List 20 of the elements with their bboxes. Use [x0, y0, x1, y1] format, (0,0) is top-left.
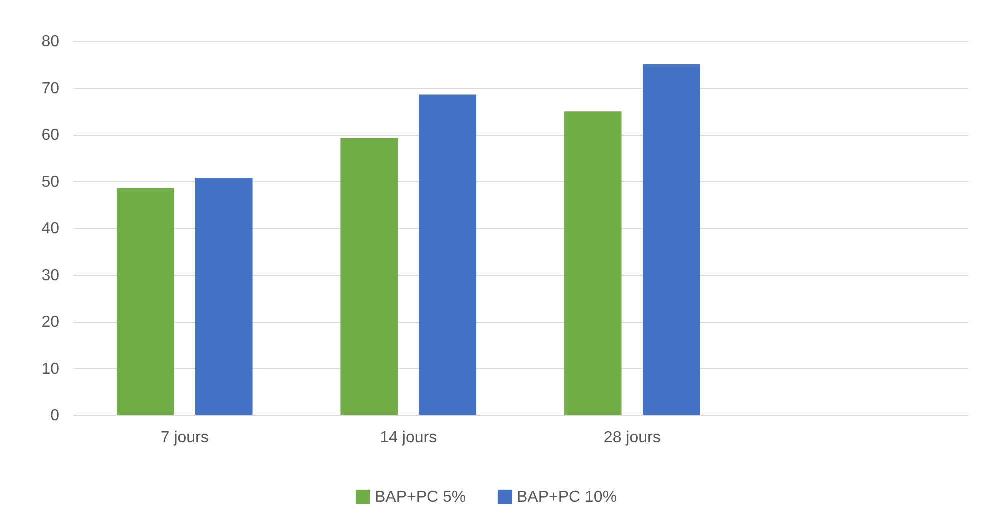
x-tick-label: 28 jours: [604, 430, 661, 446]
y-tick-label: 40: [42, 220, 60, 238]
bar: [419, 94, 477, 415]
bar: [340, 138, 398, 415]
y-tick-label: 10: [42, 360, 60, 378]
bar: [564, 112, 622, 415]
y-tick-label: 80: [42, 34, 60, 50]
bar: [642, 64, 700, 415]
y-tick-label: 70: [42, 80, 60, 98]
y-tick-label: 50: [42, 174, 60, 191]
x-tick-label: 14 jours: [380, 430, 438, 446]
legend-label: BAP+PC 10%: [517, 489, 618, 506]
y-tick-label: 30: [42, 267, 60, 284]
x-tick-label: 7 jours: [160, 430, 209, 446]
y-tick-label: 20: [42, 314, 60, 331]
y-tick-label: 60: [42, 127, 60, 144]
legend-label: BAP+PC 5%: [375, 489, 466, 506]
bar: [116, 188, 174, 415]
y-tick-label: 0: [50, 408, 60, 424]
bar: [195, 178, 253, 415]
